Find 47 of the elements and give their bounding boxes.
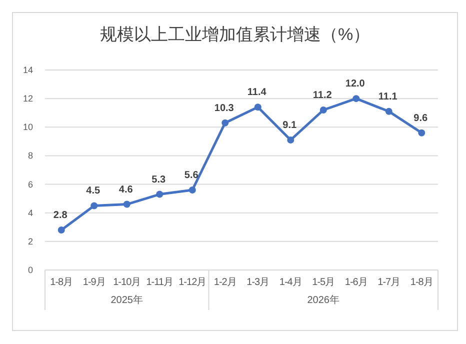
y-tick-label: 2 — [28, 236, 33, 246]
point — [418, 129, 426, 136]
point — [320, 106, 327, 114]
y-tick-label: 6 — [28, 179, 33, 190]
x-tick-label: 1-7月 — [378, 277, 400, 288]
y-tick-label: 4 — [28, 208, 33, 218]
x-tick-label: 1-8月 — [410, 277, 433, 288]
point — [156, 190, 164, 198]
x-tick-label: 1-11月 — [146, 277, 174, 288]
data-label: 11.4 — [247, 87, 267, 98]
text: 2025年 — [110, 294, 143, 306]
point — [254, 104, 262, 111]
point — [123, 200, 130, 208]
data-label: 5.3 — [152, 174, 166, 186]
x-tick-label: 1-9月 — [82, 277, 106, 288]
point — [188, 186, 196, 194]
data-label: 5.6 — [184, 170, 199, 181]
y-tick-label: 8 — [28, 150, 33, 161]
data-label: 4.6 — [118, 184, 134, 196]
chart-title: 规模以上工业增加值累计增速（%） — [100, 25, 370, 44]
data-label: 10.3 — [214, 102, 234, 114]
x-tick-label: 1-10月 — [113, 277, 141, 288]
point — [385, 108, 392, 115]
x-tick-label: 1-2月 — [214, 277, 236, 288]
data-label: 4.5 — [86, 186, 101, 197]
data-label: 2.8 — [53, 210, 68, 221]
point — [222, 119, 229, 126]
point — [58, 226, 65, 234]
point — [90, 202, 98, 210]
point — [352, 95, 360, 102]
point — [287, 136, 294, 144]
x-tick-label: 1-4月 — [279, 277, 302, 288]
y-tick-label: 10 — [22, 122, 33, 132]
x-tick-label: 1-12月 — [178, 277, 206, 288]
data-label: 9.6 — [414, 112, 428, 124]
data-label: 9.1 — [282, 120, 298, 131]
x-tick-label: 1-6月 — [344, 277, 368, 288]
x-tick-label: 1-5月 — [312, 277, 335, 288]
data-label: 11.1 — [378, 91, 398, 102]
y-tick-label: 0 — [28, 265, 33, 275]
y-tick-label: 14 — [22, 65, 33, 75]
x-tick-label: 1-8月 — [50, 277, 73, 288]
y-tick-label: 12 — [22, 94, 33, 104]
x-tick-label: 1-3月 — [246, 277, 270, 288]
data-label: 11.2 — [312, 90, 332, 101]
data-label: 12.0 — [345, 78, 366, 90]
text: 2026年 — [307, 294, 340, 306]
